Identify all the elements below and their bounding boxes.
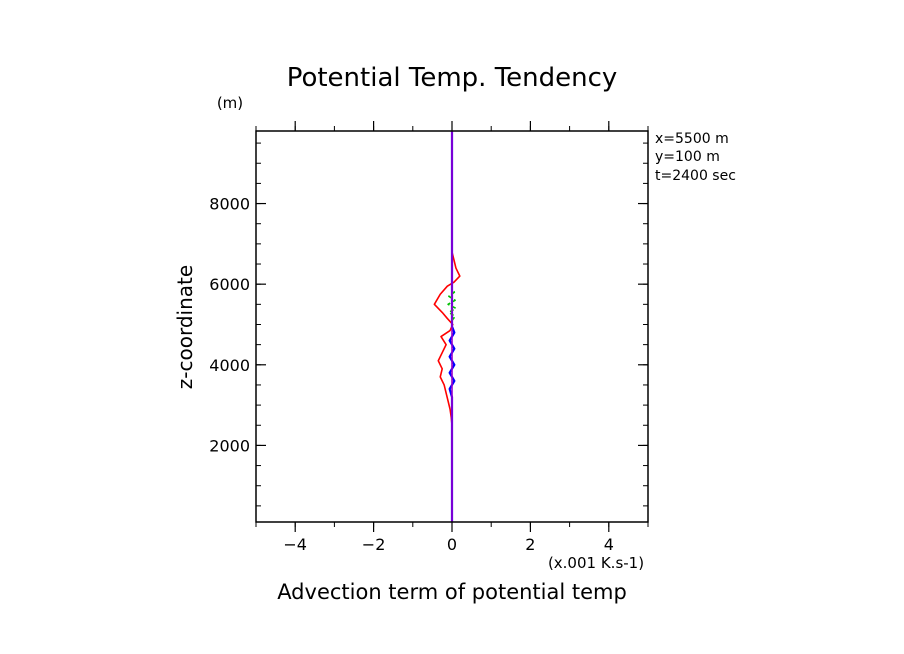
y-tick-label: 8000 [209,195,250,214]
series-line-1 [433,131,461,522]
x-tick-label: −4 [283,535,307,554]
x-axis-unit: (x.001 K.s-1) [548,554,644,572]
ticks-layer: −4 −2 0 2 4 2000 4000 6000 8000 [209,121,649,554]
x-axis-label: Advection term of potential temp [277,580,627,604]
x-tick-label: 4 [604,535,614,554]
y-tick-label: 4000 [209,356,250,375]
annotation-x: x=5500 m [655,131,729,147]
chart-title: Potential Temp. Tendency [287,63,618,93]
y-tick-label: 2000 [209,436,250,455]
plot-frame [255,130,649,523]
x-tick-label: 0 [447,535,457,554]
y-tick-label: 6000 [209,275,250,294]
y-axis-unit: (m) [217,94,243,112]
annotation-y: y=100 m [655,149,720,165]
series-layer [433,131,461,522]
annotation-t: t=2400 sec [655,168,736,184]
x-tick-label: −2 [362,535,386,554]
x-tick-label: 2 [525,535,535,554]
y-axis-label: z-coordinate [173,265,197,389]
